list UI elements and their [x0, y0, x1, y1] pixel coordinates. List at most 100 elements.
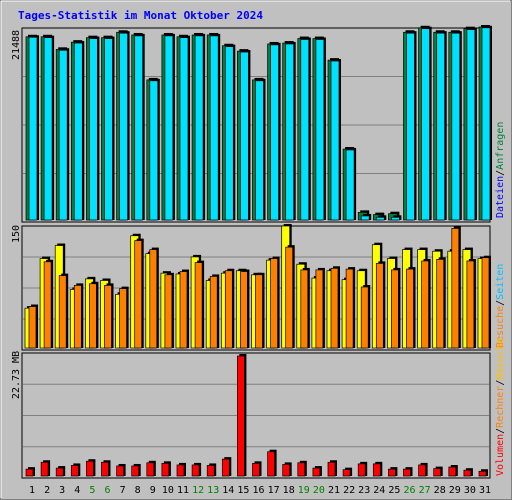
day-label-19: 19 [298, 485, 310, 496]
day-label-30: 30 [464, 485, 476, 496]
day-label-1: 1 [29, 485, 35, 496]
dateien-bar-7-fill [119, 32, 128, 221]
day-label-5: 5 [89, 485, 95, 496]
volumen-bar-16-fill [252, 462, 260, 477]
besuche-bar-25-fill [391, 269, 399, 349]
volumen-bar-3-fill [55, 467, 64, 477]
dateien-bar-27 [421, 26, 432, 221]
dateien-bar-31-fill [481, 27, 491, 221]
legend-sep-3: / [495, 428, 506, 434]
dateien-bar-24 [375, 215, 387, 221]
besuche-bar-28-fill [436, 258, 445, 349]
chart-title: Tages-Statistik im Monat Oktober 2024 [18, 9, 263, 22]
dateien-bar-16 [255, 78, 266, 221]
dateien-bar-22 [345, 147, 357, 221]
besuche-bar-20-fill [315, 269, 324, 349]
besuche-bar-11 [179, 269, 189, 349]
besuche-bar-1-fill [28, 306, 37, 349]
legend-anfragen: Anfragen [495, 122, 506, 170]
dateien-bar-23 [360, 213, 372, 221]
besuche-bar-9 [149, 247, 159, 349]
dateien-bar-25-fill [391, 216, 400, 221]
besuche-bar-6 [104, 283, 114, 349]
day-label-17: 17 [268, 485, 280, 496]
volumen-bar-24 [372, 461, 383, 477]
dateien-bar-15 [240, 50, 251, 221]
dateien-bar-17 [270, 42, 281, 221]
volumen-bar-22-fill [342, 469, 351, 477]
legend-rechner: Rechner [495, 386, 506, 428]
dateien-bar-9 [149, 78, 160, 221]
dateien-bar-30 [466, 27, 477, 221]
dateien-bar-22-fill [345, 149, 355, 221]
besuche-bar-7 [119, 286, 129, 349]
volumen-bar-14-fill [221, 458, 230, 477]
volumen-bar-23-fill [357, 463, 366, 477]
volumen-bar-30 [463, 468, 473, 477]
volumen-bar-6 [101, 460, 111, 477]
dateien-bar-1-fill [28, 36, 38, 221]
dateien-bar-23-fill [360, 215, 370, 221]
day-label-2: 2 [44, 485, 50, 496]
volumen-bar-19-fill [297, 462, 306, 477]
dateien-bar-18 [285, 41, 296, 221]
day-label-21: 21 [328, 485, 340, 496]
volumen-bar-31 [478, 469, 488, 477]
day-label-10: 10 [162, 485, 174, 496]
besuche-bar-1 [28, 304, 38, 349]
volumen-bar-20-fill [312, 467, 321, 477]
volumen-bar-29-fill [448, 466, 457, 477]
besuche-bar-14 [224, 268, 235, 349]
besuche-bar-14-fill [224, 270, 233, 349]
legend-sep-2: / [495, 300, 506, 306]
volumen-bar-6-fill [101, 461, 109, 477]
volumen-bar-17 [267, 449, 277, 477]
dateien-bar-31 [481, 25, 492, 221]
day-label-15: 15 [237, 485, 249, 496]
besuche-bar-27-fill [421, 260, 429, 349]
day-label-7: 7 [120, 485, 126, 496]
besuche-bar-13 [209, 274, 220, 349]
besuche-bar-21-fill [330, 267, 339, 349]
volumen-bar-3 [55, 466, 66, 477]
dateien-bar-15-fill [240, 51, 249, 221]
dateien-bar-13-fill [209, 35, 219, 221]
dateien-bar-10 [164, 33, 175, 221]
volumen-bar-12-fill [191, 464, 200, 477]
besuche-bar-26-fill [406, 268, 414, 349]
dateien-bar-2-fill [43, 37, 53, 221]
besuche-bar-21 [330, 266, 340, 349]
dateien-bar-13 [209, 33, 221, 221]
volumen-bar-21 [327, 460, 337, 477]
day-label-31: 31 [479, 485, 491, 496]
volumen-bar-9-fill [146, 462, 155, 477]
visits-bars [24, 224, 491, 349]
besuche-bar-15-fill [240, 271, 248, 349]
volumen-bar-2-fill [40, 461, 49, 477]
volume-bars [25, 354, 488, 477]
day-label-25: 25 [388, 485, 400, 496]
dateien-bar-19-fill [300, 39, 310, 221]
day-label-27: 27 [419, 485, 431, 496]
day-label-22: 22 [343, 485, 355, 496]
dateien-bar-28 [436, 31, 447, 221]
volumen-bar-5-fill [86, 460, 94, 477]
dateien-bar-11 [179, 35, 190, 221]
besuche-bar-17 [270, 256, 280, 349]
volumen-bar-14 [221, 457, 232, 477]
besuche-bar-7-fill [119, 288, 127, 349]
visits-legend: Besuche/Seiten [495, 264, 506, 348]
day-labels: 1 2 3 4 5 6 7 8 9 10 11 12 13 14 15 16 17 18 19 20 21 22 23 24 2… [29, 485, 491, 496]
volumen-bar-17-fill [267, 451, 275, 477]
volumen-bar-1-fill [25, 468, 34, 477]
volume-ymax-label: 22.73 MB [11, 351, 22, 399]
day-label-16: 16 [252, 485, 264, 496]
besuche-bar-16 [255, 272, 265, 349]
dateien-bar-9-fill [149, 80, 159, 221]
volumen-bar-7-fill [116, 465, 124, 477]
dateien-bar-20 [315, 37, 326, 221]
besuche-bar-8-fill [134, 240, 143, 349]
besuche-bar-22-fill [345, 268, 354, 349]
requests-bars [25, 25, 492, 221]
besuche-bar-19 [300, 267, 310, 349]
